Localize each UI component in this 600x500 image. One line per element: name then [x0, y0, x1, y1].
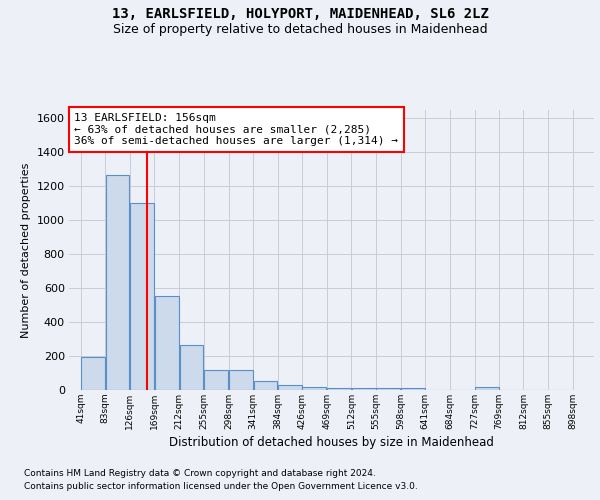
Text: Size of property relative to detached houses in Maidenhead: Size of property relative to detached ho…: [113, 22, 487, 36]
Text: Contains public sector information licensed under the Open Government Licence v3: Contains public sector information licen…: [24, 482, 418, 491]
Y-axis label: Number of detached properties: Number of detached properties: [21, 162, 31, 338]
Bar: [327, 388, 351, 390]
Bar: [475, 386, 499, 390]
Text: 13 EARLSFIELD: 156sqm
← 63% of detached houses are smaller (2,285)
36% of semi-d: 13 EARLSFIELD: 156sqm ← 63% of detached …: [74, 113, 398, 146]
Bar: [106, 176, 130, 390]
Text: 13, EARLSFIELD, HOLYPORT, MAIDENHEAD, SL6 2LZ: 13, EARLSFIELD, HOLYPORT, MAIDENHEAD, SL…: [112, 8, 488, 22]
Bar: [179, 345, 203, 390]
Bar: [254, 380, 277, 390]
Bar: [352, 388, 376, 390]
Bar: [130, 204, 154, 390]
Bar: [204, 370, 228, 390]
Bar: [82, 356, 105, 390]
Bar: [155, 296, 179, 390]
Bar: [302, 386, 326, 390]
X-axis label: Distribution of detached houses by size in Maidenhead: Distribution of detached houses by size …: [169, 436, 494, 449]
Bar: [401, 388, 425, 390]
Bar: [229, 370, 253, 390]
Bar: [278, 385, 302, 390]
Text: Contains HM Land Registry data © Crown copyright and database right 2024.: Contains HM Land Registry data © Crown c…: [24, 468, 376, 477]
Bar: [376, 388, 400, 390]
